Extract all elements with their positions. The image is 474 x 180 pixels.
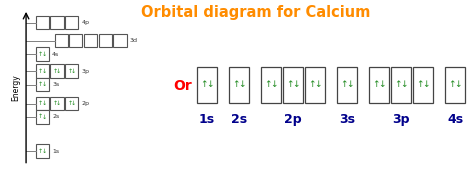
Text: ↓: ↓: [314, 80, 321, 89]
Text: ↓: ↓: [56, 101, 61, 106]
Bar: [261, 67, 281, 103]
Text: 1s: 1s: [52, 149, 59, 154]
Bar: [36, 16, 49, 29]
Text: ↓: ↓: [292, 80, 300, 89]
Bar: [50, 16, 64, 29]
Text: Energy: Energy: [11, 74, 20, 101]
Text: ↑: ↑: [200, 80, 208, 89]
Bar: [55, 34, 68, 47]
Text: ↑: ↑: [286, 80, 294, 89]
Bar: [36, 144, 49, 158]
Text: ↓: ↓: [56, 69, 61, 74]
Text: ↓: ↓: [454, 80, 462, 89]
Text: 3s: 3s: [52, 82, 59, 87]
Text: 3p: 3p: [392, 113, 410, 126]
Text: ↑: ↑: [394, 80, 402, 89]
Text: ↓: ↓: [41, 51, 46, 57]
Text: 4s: 4s: [447, 113, 463, 126]
Text: ↓: ↓: [41, 82, 46, 87]
Bar: [113, 34, 127, 47]
Bar: [197, 67, 217, 103]
Bar: [36, 64, 49, 78]
Bar: [65, 97, 78, 110]
Bar: [391, 67, 411, 103]
Text: ↑: ↑: [416, 80, 424, 89]
Text: Orbital diagram for Calcium: Orbital diagram for Calcium: [141, 5, 371, 20]
Bar: [369, 67, 389, 103]
Bar: [445, 67, 465, 103]
Bar: [337, 67, 357, 103]
Text: 3d: 3d: [130, 38, 138, 43]
Text: ↓: ↓: [206, 80, 213, 89]
Bar: [65, 16, 78, 29]
Text: ↑: ↑: [67, 69, 73, 74]
Text: ↓: ↓: [238, 80, 246, 89]
Text: ↑: ↑: [340, 80, 348, 89]
Text: ↑: ↑: [38, 101, 43, 106]
Text: ↓: ↓: [422, 80, 429, 89]
Text: ↓: ↓: [378, 80, 386, 89]
Text: 3p: 3p: [82, 69, 90, 74]
Bar: [84, 34, 97, 47]
Text: ↓: ↓: [41, 101, 46, 106]
Text: ↓: ↓: [346, 80, 354, 89]
Text: ↓: ↓: [71, 101, 76, 106]
Bar: [36, 47, 49, 61]
Text: ↓: ↓: [71, 69, 76, 74]
Text: ↑: ↑: [232, 80, 240, 89]
Text: ↓: ↓: [41, 149, 46, 154]
Text: ↓: ↓: [41, 69, 46, 74]
Text: ↑: ↑: [53, 69, 58, 74]
Text: ↑: ↑: [38, 114, 43, 120]
Text: ↓: ↓: [400, 80, 408, 89]
Text: ↑: ↑: [38, 82, 43, 87]
Bar: [229, 67, 249, 103]
Text: ↑: ↑: [264, 80, 272, 89]
Bar: [36, 110, 49, 124]
Text: ↑: ↑: [448, 80, 456, 89]
Text: ↓: ↓: [270, 80, 278, 89]
Bar: [413, 67, 433, 103]
Text: 1s: 1s: [199, 113, 215, 126]
Bar: [36, 97, 49, 110]
Text: ↓: ↓: [41, 114, 46, 120]
Text: 3s: 3s: [339, 113, 355, 126]
Text: 2p: 2p: [82, 101, 90, 106]
Bar: [99, 34, 112, 47]
Bar: [36, 78, 49, 91]
Text: ↑: ↑: [53, 101, 58, 106]
Bar: [65, 64, 78, 78]
Text: 2s: 2s: [231, 113, 247, 126]
Text: 4s: 4s: [52, 51, 59, 57]
Bar: [50, 64, 64, 78]
Text: ↑: ↑: [67, 101, 73, 106]
Text: ↑: ↑: [308, 80, 316, 89]
Text: 2p: 2p: [284, 113, 302, 126]
Text: ↑: ↑: [38, 51, 43, 57]
Text: Or: Or: [173, 79, 192, 93]
Text: 4p: 4p: [82, 20, 90, 25]
Text: ↑: ↑: [373, 80, 380, 89]
Text: 2s: 2s: [52, 114, 59, 120]
Bar: [50, 97, 64, 110]
Text: ↑: ↑: [38, 149, 43, 154]
Text: ↑: ↑: [38, 69, 43, 74]
Bar: [283, 67, 303, 103]
Bar: [69, 34, 82, 47]
Bar: [305, 67, 325, 103]
